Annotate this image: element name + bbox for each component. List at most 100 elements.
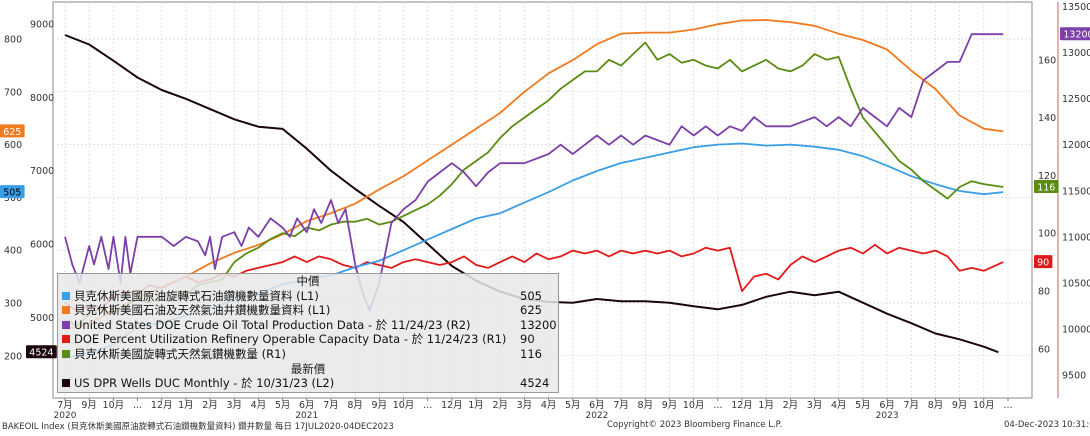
x-tick-label: 4月 xyxy=(251,400,267,411)
x-tick-label: 5月 xyxy=(275,400,291,411)
badge-l2: 4524 xyxy=(29,348,53,359)
x-tick-label: 12月 xyxy=(151,400,173,411)
r2-tick-label: 10500 xyxy=(1062,278,1090,289)
l1-tick-label: 200 xyxy=(4,351,22,362)
l2-tick-label: 6000 xyxy=(30,240,54,251)
x-year-label: 2020 xyxy=(54,411,77,421)
r2-tick-label: 12000 xyxy=(1062,140,1090,151)
r2-tick-label: 12500 xyxy=(1062,94,1090,105)
r1-tick-label: 140 xyxy=(1038,113,1056,124)
legend-label-crude-production: United States DOE Crude Oil Total Produc… xyxy=(74,317,471,332)
x-tick-label: 2月 xyxy=(783,400,799,411)
footer-left: BAKEOIL Index (貝克休斯美國原油旋轉式石油鑽機數量資料) 鑽井數量… xyxy=(2,422,394,432)
legend-row-refinery-utilization: DOE Percent Utilization Refinery Operabl… xyxy=(58,332,558,347)
series-line-2 xyxy=(64,33,1004,312)
x-tick-label: 7月 xyxy=(613,400,629,411)
x-tick-label: ... xyxy=(1003,400,1012,411)
l1-tick-label: 500 xyxy=(4,193,22,204)
l2-tick-label: 8000 xyxy=(30,93,54,104)
badge-r2-bg xyxy=(1060,27,1090,41)
x-year-label: 2022 xyxy=(585,411,608,421)
badge-l1-orange-bg xyxy=(0,124,25,138)
legend-value-duc-wells: 4524 xyxy=(520,376,550,391)
x-tick-label: 6月 xyxy=(589,400,605,411)
x-tick-label: 1月 xyxy=(468,400,484,411)
r2-tick-label: 10000 xyxy=(1062,324,1090,335)
x-tick-label: 3月 xyxy=(226,400,242,411)
x-tick-label: 9月 xyxy=(952,400,968,411)
legend-value-refinery-utilization: 90 xyxy=(520,332,535,347)
r2-tick-label: 11500 xyxy=(1062,186,1090,197)
r1-tick-label: 100 xyxy=(1038,229,1056,240)
badge-r1-red-bg xyxy=(1034,255,1053,269)
l1-tick-label: 400 xyxy=(4,246,22,257)
legend-label-refinery-utilization: DOE Percent Utilization Refinery Operabl… xyxy=(74,332,507,347)
l1-tick-label: 600 xyxy=(4,140,22,151)
badge-l1-orange: 625 xyxy=(3,127,21,138)
legend-row-oil-rigs: 貝克休斯美國原油旋轉式石油鑽機數量資料 (L1) 505 xyxy=(58,289,558,304)
badge-l1-blue-bg xyxy=(0,185,25,199)
x-tick-label: 2月 xyxy=(202,400,218,411)
x-tick-label: 7月 xyxy=(57,400,73,411)
x-tick-label: 12月 xyxy=(731,400,753,411)
x-tick-label: 5月 xyxy=(855,400,871,411)
legend-swatch-total-rigs xyxy=(62,306,70,315)
badge-l2-bg xyxy=(26,345,57,359)
footer-right: 04-Dec-2023 10:31:00 xyxy=(1004,420,1090,430)
x-tick-label: 9月 xyxy=(662,400,678,411)
r2-tick-label: 11000 xyxy=(1062,232,1090,243)
r1-tick-label: 120 xyxy=(1038,171,1056,182)
r1-tick-label: 160 xyxy=(1038,55,1056,66)
x-tick-label: 6月 xyxy=(879,400,895,411)
legend-header: 中價 xyxy=(296,274,320,288)
x-tick-label: 1月 xyxy=(758,400,774,411)
legend-swatch-refinery-utilization xyxy=(62,335,70,344)
x-tick-label: 3月 xyxy=(807,400,823,411)
legend-value-oil-rigs: 505 xyxy=(520,288,542,303)
l1-tick-label: 300 xyxy=(4,298,22,309)
x-tick-label: 8月 xyxy=(928,400,944,411)
x-tick-label: 1月 xyxy=(178,400,194,411)
x-tick-label: 10月 xyxy=(393,400,415,411)
x-tick-label: 2月 xyxy=(492,400,508,411)
legend-label-gas-rigs: 貝克休斯美國旋轉式天然氣鑽機數量 (R1) xyxy=(74,346,286,361)
x-tick-label: 9月 xyxy=(81,400,97,411)
x-year-label: 2023 xyxy=(876,411,899,421)
legend-label-duc-wells: US DPR Wells DUC Monthly - 於 10/31/23 (L… xyxy=(74,376,335,391)
r2-tick-label: 13000 xyxy=(1062,48,1090,59)
legend-value-crude-production: 13200 xyxy=(520,317,557,332)
legend-label-oil-rigs: 貝克休斯美國原油旋轉式石油鑽機數量資料 (L1) xyxy=(74,288,319,303)
r2-tick-label: 9500 xyxy=(1062,370,1086,381)
legend-row-crude-production: United States DOE Crude Oil Total Produc… xyxy=(58,318,558,333)
x-tick-label: 12月 xyxy=(441,400,463,411)
r1-tick-label: 60 xyxy=(1038,344,1050,355)
x-tick-label: 3月 xyxy=(517,400,533,411)
l1-tick-label: 800 xyxy=(4,34,22,45)
x-tick-label: ... xyxy=(423,400,432,411)
l2-tick-label: 9000 xyxy=(30,20,54,31)
x-tick-label: 8月 xyxy=(638,400,654,411)
l2-tick-label: 7000 xyxy=(30,166,54,177)
x-tick-label: 9月 xyxy=(372,400,388,411)
legend-swatch-crude-production xyxy=(62,320,70,329)
r2-tick-label: 13500 xyxy=(1062,2,1090,13)
x-tick-label: 10月 xyxy=(103,400,125,411)
l1-tick-label: 700 xyxy=(4,87,22,98)
legend-swatch-duc-wells xyxy=(62,379,70,388)
legend: 中價 貝克休斯美國原油旋轉式石油鑽機數量資料 (L1) 505 貝克休斯美國石油… xyxy=(57,273,559,393)
x-tick-label: 4月 xyxy=(831,400,847,411)
badge-r2: 13200 xyxy=(1063,30,1090,41)
badge-r1-red: 90 xyxy=(1037,258,1049,269)
x-tick-label: 7月 xyxy=(904,400,920,411)
x-tick-label: 6月 xyxy=(299,400,315,411)
x-year-label: 2021 xyxy=(295,411,318,421)
footer-center: Copyright© 2023 Bloomberg Finance L.P. xyxy=(607,420,783,430)
legend-row-duc-wells: US DPR Wells DUC Monthly - 於 10/31/23 (L… xyxy=(58,376,558,391)
l2-tick-label: 5000 xyxy=(30,313,54,324)
legend-header-latest: 最新價 xyxy=(290,361,326,376)
legend-swatch-gas-rigs xyxy=(62,349,70,358)
r1-tick-label: 80 xyxy=(1038,287,1050,298)
x-tick-label: 5月 xyxy=(565,400,581,411)
x-tick-label: ... xyxy=(133,400,142,411)
badge-l1-blue: 505 xyxy=(3,188,21,199)
